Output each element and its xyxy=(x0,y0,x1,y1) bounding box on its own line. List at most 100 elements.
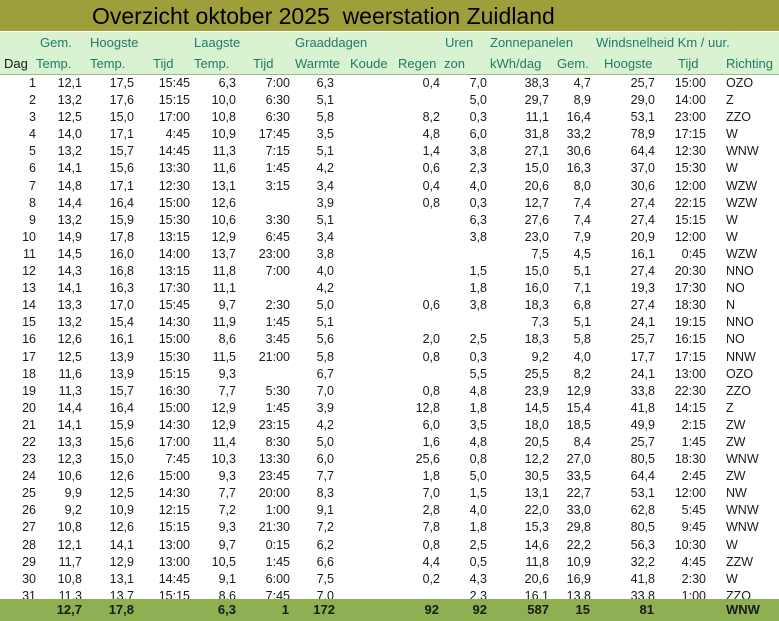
cell-kwh: 25,5 xyxy=(524,366,549,381)
cell-warmte: 4,2 xyxy=(316,161,334,176)
totals-row: 12,7 17,8 6,3 1 172 92 92 587 15 81 WNW xyxy=(0,599,779,621)
cell-richting: W xyxy=(726,537,738,552)
cell-wind-gem: 8,2 xyxy=(573,366,591,381)
cell-wind-hoogste: 17,7 xyxy=(630,349,655,364)
cell-hoogste-temp: 12,6 xyxy=(109,520,134,535)
cell-zon: 7,0 xyxy=(469,76,487,90)
cell-hoogste-temp: 12,6 xyxy=(109,469,134,484)
cell-laagste-temp: 7,2 xyxy=(218,503,236,518)
cell-hoogste-tijd: 15:30 xyxy=(158,212,190,227)
cell-richting: N xyxy=(726,298,736,313)
cell-kwh: 27,6 xyxy=(524,212,549,227)
cell-laagste-temp: 11,9 xyxy=(212,315,236,330)
cell-hoogste-temp: 15,9 xyxy=(109,212,134,227)
header-uren: Uren xyxy=(445,35,474,50)
cell-wind-hoogste: 19,3 xyxy=(630,281,655,296)
cell-wind-tijd: 5:45 xyxy=(681,503,706,518)
col-warmte: Warmte xyxy=(295,56,341,71)
cell-regen: 1,8 xyxy=(422,469,440,484)
cell-kwh: 13,1 xyxy=(524,486,549,501)
cell-wind-gem: 4,7 xyxy=(573,76,591,90)
cell-wind-gem: 16,9 xyxy=(566,571,591,586)
cell-hoogste-tijd: 15:00 xyxy=(158,195,190,210)
cell-kwh: 20,5 xyxy=(524,434,549,449)
cell-wind-gem: 7,9 xyxy=(573,229,591,244)
cell-gem-temp: 13,2 xyxy=(57,144,82,159)
cell-hoogste-tijd: 15:00 xyxy=(158,332,190,347)
cell-dag: 26 xyxy=(22,503,36,518)
table-row: 4 14,0 17,1 4:45 10,9 17:45 3,5 4,8 6,0 31,8 33,2 7… xyxy=(0,126,779,143)
cell-zon: 3,8 xyxy=(469,229,487,244)
cell-wind-tijd: 17:15 xyxy=(674,349,706,364)
cell-zon: 1,5 xyxy=(469,264,487,279)
cell-zon: 1,8 xyxy=(469,400,487,415)
cell-laagste-temp: 9,3 xyxy=(218,520,236,535)
cell-laagste-tijd: 13:30 xyxy=(258,452,290,467)
cell-gem-temp: 9,2 xyxy=(64,503,82,518)
table-row: 3 12,5 15,0 17:00 10,8 6:30 5,8 8,2 0,3 11,1 16,4 5… xyxy=(0,109,779,126)
cell-zon: 3,5 xyxy=(469,417,487,432)
cell-wind-tijd: 16:15 xyxy=(674,332,706,347)
cell-laagste-temp: 13,7 xyxy=(211,246,236,261)
cell-hoogste-tijd: 13:00 xyxy=(158,554,190,569)
cell-wind-tijd: 2:15 xyxy=(681,417,706,432)
cell-warmte: 3,9 xyxy=(316,195,334,210)
cell-laagste-temp: 10,0 xyxy=(211,93,236,108)
cell-wind-gem: 27,0 xyxy=(566,452,591,467)
cell-gem-temp: 13,3 xyxy=(57,434,82,449)
cell-laagste-temp: 11,6 xyxy=(212,161,236,176)
cell-wind-gem: 15,4 xyxy=(566,400,591,415)
cell-wind-tijd: 12:00 xyxy=(674,486,706,501)
col-hoogste-temp: Temp. xyxy=(90,56,126,71)
cell-hoogste-temp: 17,5 xyxy=(109,76,134,90)
table-row: 22 13,3 15,6 17:00 11,4 8:30 5,0 1,6 4,8 20,5 8,4 2… xyxy=(0,434,779,451)
cell-kwh: 14,5 xyxy=(524,400,549,415)
cell-wind-gem: 4,5 xyxy=(573,246,591,261)
cell-laagste-temp: 6,3 xyxy=(218,76,236,90)
cell-wind-tijd: 18:30 xyxy=(674,298,706,313)
col-dag: Dag xyxy=(4,56,28,71)
cell-wind-gem: 29,8 xyxy=(566,520,591,535)
table-row: 11 14,5 16,0 14:00 13,7 23:00 3,8 7,5 4,5 16,1 0:4… xyxy=(0,246,779,263)
cell-zon: 5,5 xyxy=(469,366,487,381)
table-row: 26 9,2 10,9 12:15 7,2 1:00 9,1 2,8 4,0 22,0 33,0 62… xyxy=(0,502,779,519)
cell-regen: 1,6 xyxy=(422,434,440,449)
cell-gem-temp: 14,0 xyxy=(57,127,82,142)
cell-regen: 0,4 xyxy=(422,178,440,193)
cell-wind-hoogste: 27,4 xyxy=(630,264,655,279)
cell-kwh: 38,3 xyxy=(524,76,549,90)
cell-dag: 5 xyxy=(29,144,36,159)
cell-warmte: 5,8 xyxy=(316,349,334,364)
cell-hoogste-tijd: 14:45 xyxy=(158,144,190,159)
cell-wind-gem: 8,0 xyxy=(573,178,591,193)
cell-hoogste-tijd: 7:45 xyxy=(165,452,190,467)
cell-zon: 0,8 xyxy=(469,452,487,467)
cell-laagste-temp: 12,6 xyxy=(211,195,236,210)
cell-wind-gem: 18,5 xyxy=(566,417,591,432)
cell-hoogste-tijd: 14:00 xyxy=(158,246,190,261)
cell-wind-hoogste: 53,1 xyxy=(630,110,655,125)
cell-warmte: 3,4 xyxy=(316,229,334,244)
cell-warmte: 7,5 xyxy=(316,571,334,586)
cell-warmte: 6,2 xyxy=(316,537,334,552)
cell-regen: 0,6 xyxy=(422,161,440,176)
cell-warmte: 3,8 xyxy=(316,246,334,261)
cell-wind-hoogste: 33,8 xyxy=(630,383,655,398)
cell-warmte: 6,3 xyxy=(316,76,334,90)
cell-zon: 0,3 xyxy=(469,110,487,125)
cell-laagste-tijd: 20:00 xyxy=(258,486,290,501)
cell-richting: NW xyxy=(726,486,747,501)
cell-dag: 4 xyxy=(29,127,36,142)
cell-kwh: 11,8 xyxy=(525,554,549,569)
table-row: 24 10,6 12,6 15:00 9,3 23:45 7,7 1,8 5,0 30,5 33,5… xyxy=(0,468,779,485)
cell-hoogste-temp: 17,8 xyxy=(109,229,134,244)
table-row: 12 14,3 16,8 13:15 11,8 7:00 4,0 1,5 15,0 5,1 27,4… xyxy=(0,263,779,280)
cell-hoogste-tijd: 13:15 xyxy=(158,264,190,279)
cell-wind-hoogste: 49,9 xyxy=(630,417,655,432)
cell-wind-hoogste: 27,4 xyxy=(630,298,655,313)
cell-wind-gem: 16,4 xyxy=(566,110,591,125)
cell-kwh: 12,2 xyxy=(524,452,549,467)
header-zonnepanelen: Zonnepanelen xyxy=(490,35,574,50)
cell-hoogste-tijd: 15:30 xyxy=(158,349,190,364)
cell-warmte: 5,6 xyxy=(316,332,334,347)
